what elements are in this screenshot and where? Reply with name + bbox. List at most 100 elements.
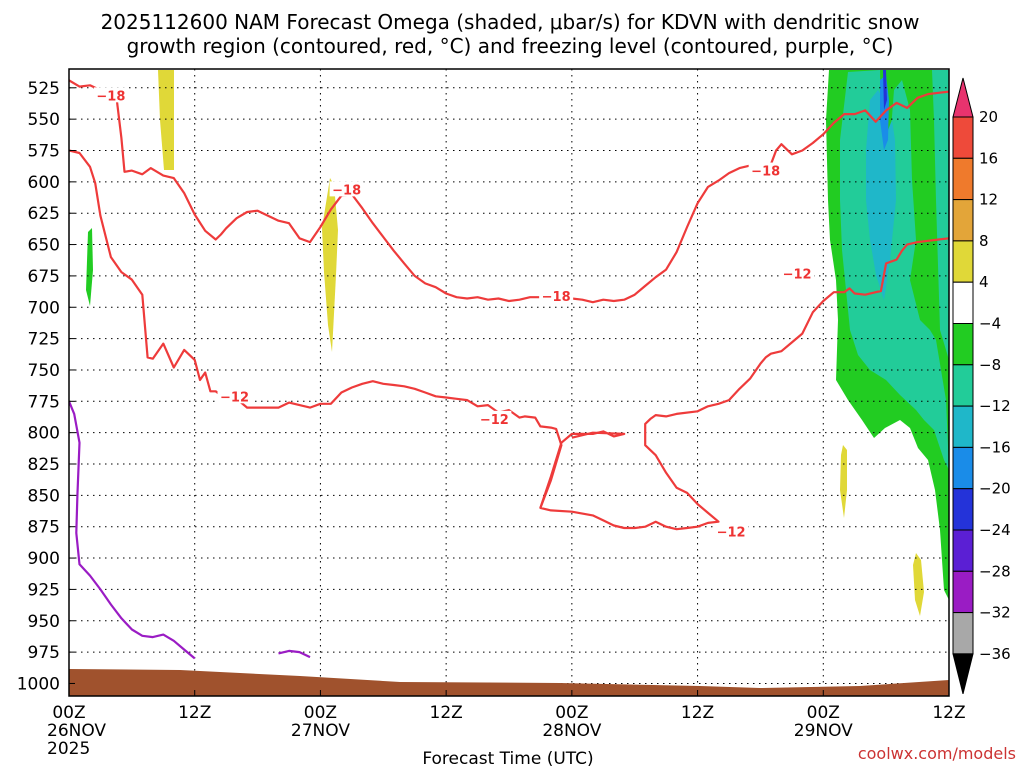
- colorbar-label: −12: [979, 397, 1011, 415]
- contour-label-bg: [780, 265, 815, 281]
- y-tick-label: 775: [28, 392, 60, 412]
- colorbar-label: 20: [979, 108, 998, 126]
- colorbar-label: −4: [979, 315, 1001, 333]
- colorbar-swatch: [952, 240, 974, 283]
- omega-fill-plus4-b: [322, 178, 338, 352]
- colorbar-label: −32: [979, 604, 1011, 622]
- colorbar-bottom-arrow: [952, 653, 974, 695]
- contour-label: −12: [220, 390, 249, 405]
- y-tick-label: 750: [28, 361, 60, 381]
- y-tick-label: 675: [28, 267, 60, 287]
- omega-shading: [86, 70, 949, 616]
- contour-lines: [69, 79, 949, 660]
- contour-line-3: [69, 400, 196, 660]
- y-tick-label: 650: [28, 236, 60, 256]
- x-tick-label: 00Z: [807, 703, 840, 723]
- credit-text: coolwx.com/models: [858, 744, 1016, 763]
- y-tick-label: 625: [28, 204, 60, 224]
- plot-frame: [68, 68, 950, 697]
- colorbar-swatch: [952, 529, 974, 572]
- y-axis: 525 550 575 600 625 650 675 700 725 750 775 800 825 8…: [17, 79, 75, 694]
- contour-label: −18: [96, 89, 125, 104]
- colorbar-swatch: [952, 488, 974, 531]
- x-tick-label: 00Z: [52, 703, 85, 723]
- contour-line-1: [69, 149, 949, 531]
- contour-label-bg: [93, 87, 128, 103]
- x-tick-label: 2025: [47, 739, 90, 759]
- colorbar-label: −16: [979, 438, 1011, 456]
- colorbar-label: 12: [979, 191, 998, 209]
- colorbar-swatch: [952, 116, 974, 159]
- y-tick-label: 575: [28, 142, 60, 162]
- contour-line-2: [539, 430, 626, 509]
- contour-label: −12: [717, 526, 746, 541]
- colorbar-label: 4: [979, 273, 989, 291]
- colorbar-swatch: [952, 199, 974, 242]
- y-tick-label: 850: [28, 486, 60, 506]
- colorbar-label: −8: [979, 356, 1001, 374]
- x-tick-label: 27NOV: [291, 721, 350, 741]
- contour-label: −12: [480, 413, 509, 428]
- x-tick-label: 12Z: [681, 703, 714, 723]
- y-tick-label: 950: [28, 612, 60, 632]
- y-tick-label: 825: [28, 455, 60, 475]
- y-tick-label: 525: [28, 79, 60, 99]
- contour-label-bg: [329, 181, 364, 197]
- colorbar-swatch: [952, 281, 974, 325]
- x-tick-label: 00Z: [555, 703, 588, 723]
- colorbar-label: −20: [979, 480, 1011, 498]
- colorbar-swatch: [952, 570, 974, 614]
- x-axis-title: Forecast Time (UTC): [422, 749, 593, 768]
- colorbar: 20 16 12 8 4 −4 −8 −12 −16 −20 −24 −28 −32 −36: [952, 77, 1011, 695]
- contour-labels: −18 −18 −18 −18 −12 −12 −12 −12: [93, 87, 815, 541]
- y-tick-label: 875: [28, 518, 60, 538]
- contour-line-0: [69, 79, 949, 304]
- omega-fill-plus4-c: [840, 445, 847, 518]
- chart-title-line-1: 2025112600 NAM Forecast Omega (shaded, μ…: [101, 10, 920, 34]
- contour-line-4: [278, 649, 311, 659]
- y-tick-label: 600: [28, 173, 60, 193]
- colorbar-top-arrow: [952, 77, 974, 118]
- y-tick-label: 925: [28, 580, 60, 600]
- y-tick-label: 800: [28, 424, 60, 444]
- omega-fill-minus12: [866, 90, 896, 300]
- x-tick-label: 00Z: [304, 703, 337, 723]
- x-tick-label: 12Z: [178, 703, 211, 723]
- contour-label-bg: [748, 162, 783, 178]
- colorbar-swatch: [952, 612, 974, 655]
- contour-label-bg: [477, 410, 512, 426]
- colorbar-swatch: [952, 323, 974, 366]
- y-tick-label: 975: [28, 643, 60, 663]
- x-tick-label: 29NOV: [794, 721, 853, 741]
- contour-label: −18: [332, 183, 361, 198]
- y-tick-label: 900: [28, 549, 60, 569]
- omega-fill-minus8-east: [932, 70, 949, 360]
- y-tick-label: 725: [28, 330, 60, 350]
- y-tick-label: 1000: [17, 674, 60, 694]
- x-tick-label: 12Z: [932, 703, 965, 723]
- colorbar-swatch: [952, 446, 974, 490]
- chart-title-line-2: growth region (contoured, red, °C) and f…: [127, 34, 894, 58]
- colorbar-swatch: [952, 364, 974, 407]
- omega-fill-plus4-a: [158, 70, 174, 170]
- colorbar-swatch: [952, 157, 974, 201]
- omega-fill-plus4-d: [913, 553, 924, 616]
- omega-fill-minus4-west: [86, 228, 93, 306]
- x-tick-label: 28NOV: [542, 721, 601, 741]
- y-tick-label: 700: [28, 298, 60, 318]
- contour-label: −18: [751, 165, 780, 180]
- colorbar-label: −28: [979, 562, 1011, 580]
- omega-fill-minus20: [883, 70, 887, 110]
- contour-label-bg: [539, 287, 574, 303]
- y-tick-label: 550: [28, 110, 60, 130]
- x-tick-label: 26NOV: [47, 721, 106, 741]
- colorbar-swatch: [952, 405, 974, 448]
- colorbar-label: 16: [979, 149, 998, 167]
- colorbar-label: 8: [979, 232, 989, 250]
- contour-label-bg: [714, 523, 749, 539]
- contour-label-bg: [217, 388, 252, 404]
- contour-label: −12: [783, 267, 812, 282]
- contour-label: −18: [542, 290, 571, 305]
